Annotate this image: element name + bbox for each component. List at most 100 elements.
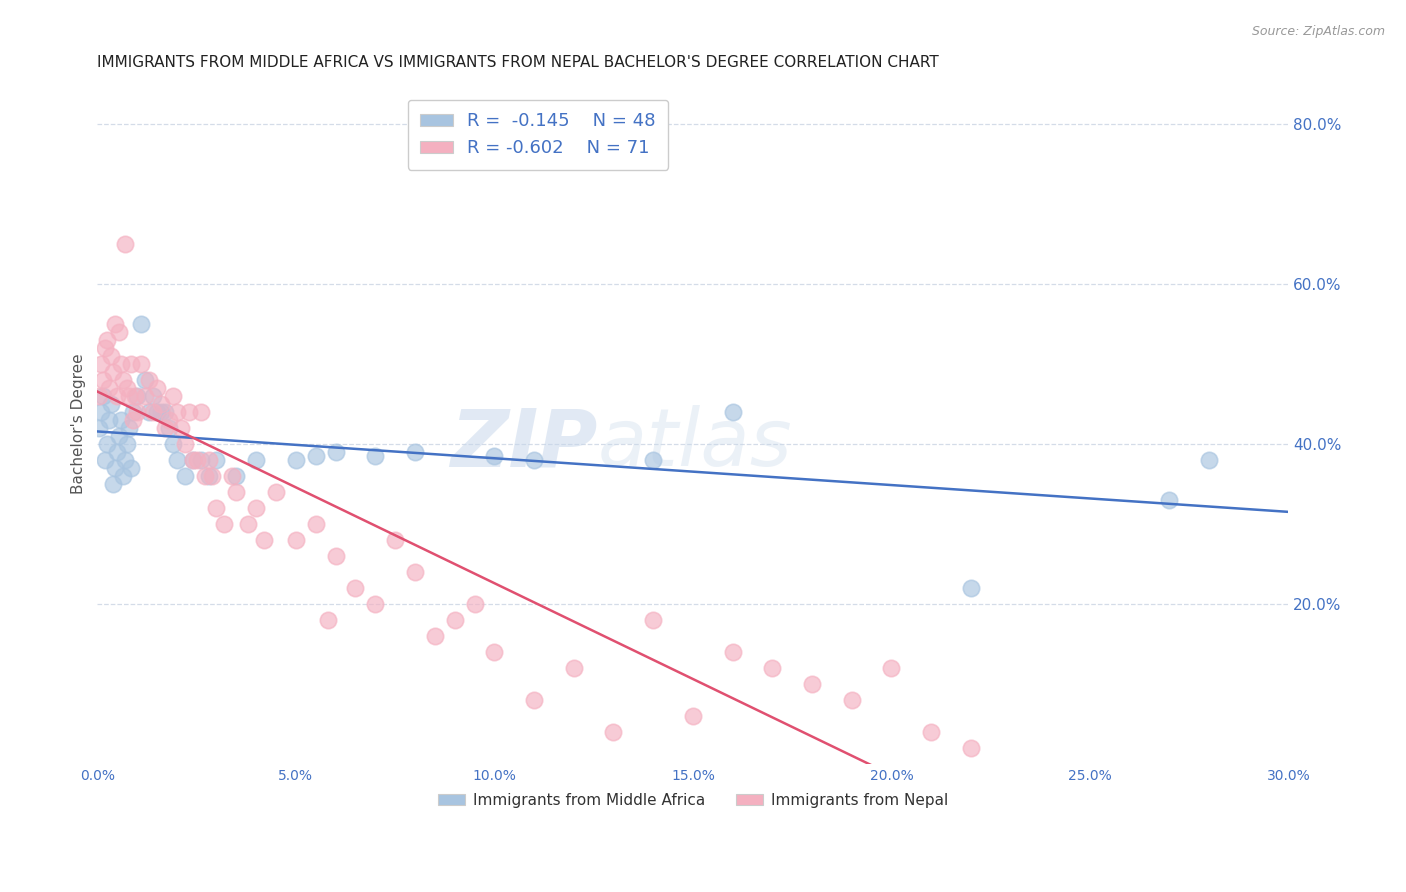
Point xyxy=(110,357,132,371)
Point xyxy=(197,452,219,467)
Point xyxy=(201,468,224,483)
Point xyxy=(484,449,506,463)
Point xyxy=(94,452,117,467)
Point xyxy=(90,405,112,419)
Point xyxy=(91,389,114,403)
Point xyxy=(721,645,744,659)
Point xyxy=(643,613,665,627)
Point xyxy=(205,452,228,467)
Point xyxy=(162,437,184,451)
Point xyxy=(205,500,228,515)
Point xyxy=(404,565,426,579)
Point xyxy=(190,405,212,419)
Point xyxy=(112,468,135,483)
Point xyxy=(96,333,118,347)
Point xyxy=(344,581,367,595)
Point xyxy=(920,724,942,739)
Point xyxy=(177,405,200,419)
Point xyxy=(682,708,704,723)
Point xyxy=(523,452,546,467)
Legend: Immigrants from Middle Africa, Immigrants from Nepal: Immigrants from Middle Africa, Immigrant… xyxy=(432,787,955,814)
Point xyxy=(89,389,111,403)
Point xyxy=(364,449,387,463)
Point xyxy=(193,468,215,483)
Point xyxy=(761,661,783,675)
Point xyxy=(316,613,339,627)
Point xyxy=(801,677,824,691)
Point xyxy=(105,389,128,403)
Point xyxy=(94,341,117,355)
Point xyxy=(125,389,148,403)
Point xyxy=(464,597,486,611)
Point xyxy=(138,373,160,387)
Point xyxy=(142,405,165,419)
Point xyxy=(129,357,152,371)
Point xyxy=(841,693,863,707)
Point xyxy=(146,381,169,395)
Point xyxy=(134,373,156,387)
Point xyxy=(1159,492,1181,507)
Point xyxy=(100,349,122,363)
Point xyxy=(253,533,276,547)
Point xyxy=(162,389,184,403)
Point xyxy=(142,389,165,403)
Point xyxy=(225,468,247,483)
Point xyxy=(120,460,142,475)
Point xyxy=(105,445,128,459)
Point xyxy=(959,740,981,755)
Point xyxy=(125,405,148,419)
Point xyxy=(146,405,169,419)
Point xyxy=(112,373,135,387)
Point xyxy=(118,389,141,403)
Point xyxy=(122,413,145,427)
Point xyxy=(138,405,160,419)
Point xyxy=(157,413,180,427)
Point xyxy=(880,661,903,675)
Point xyxy=(91,373,114,387)
Point xyxy=(120,357,142,371)
Text: ZIP: ZIP xyxy=(450,405,598,483)
Point xyxy=(384,533,406,547)
Point xyxy=(108,325,131,339)
Text: Source: ZipAtlas.com: Source: ZipAtlas.com xyxy=(1251,25,1385,38)
Point xyxy=(221,468,243,483)
Point xyxy=(264,484,287,499)
Point xyxy=(325,549,347,563)
Point xyxy=(602,724,624,739)
Text: atlas: atlas xyxy=(598,405,793,483)
Point xyxy=(166,405,188,419)
Point xyxy=(104,460,127,475)
Point xyxy=(173,468,195,483)
Point xyxy=(98,381,121,395)
Point xyxy=(186,452,208,467)
Point xyxy=(364,597,387,611)
Point xyxy=(484,645,506,659)
Point xyxy=(404,445,426,459)
Point xyxy=(305,449,328,463)
Point xyxy=(114,236,136,251)
Point xyxy=(103,476,125,491)
Point xyxy=(170,421,193,435)
Point xyxy=(181,452,204,467)
Point xyxy=(129,317,152,331)
Point xyxy=(90,357,112,371)
Point xyxy=(423,629,446,643)
Point xyxy=(157,421,180,435)
Point xyxy=(197,468,219,483)
Point xyxy=(103,365,125,379)
Point xyxy=(100,397,122,411)
Point xyxy=(245,500,267,515)
Point xyxy=(284,533,307,547)
Point xyxy=(124,389,146,403)
Point xyxy=(443,613,465,627)
Point xyxy=(245,452,267,467)
Point xyxy=(96,437,118,451)
Point xyxy=(104,317,127,331)
Point xyxy=(166,452,188,467)
Point xyxy=(225,484,247,499)
Point xyxy=(643,452,665,467)
Point xyxy=(115,381,138,395)
Point xyxy=(108,429,131,443)
Point xyxy=(325,445,347,459)
Point xyxy=(173,437,195,451)
